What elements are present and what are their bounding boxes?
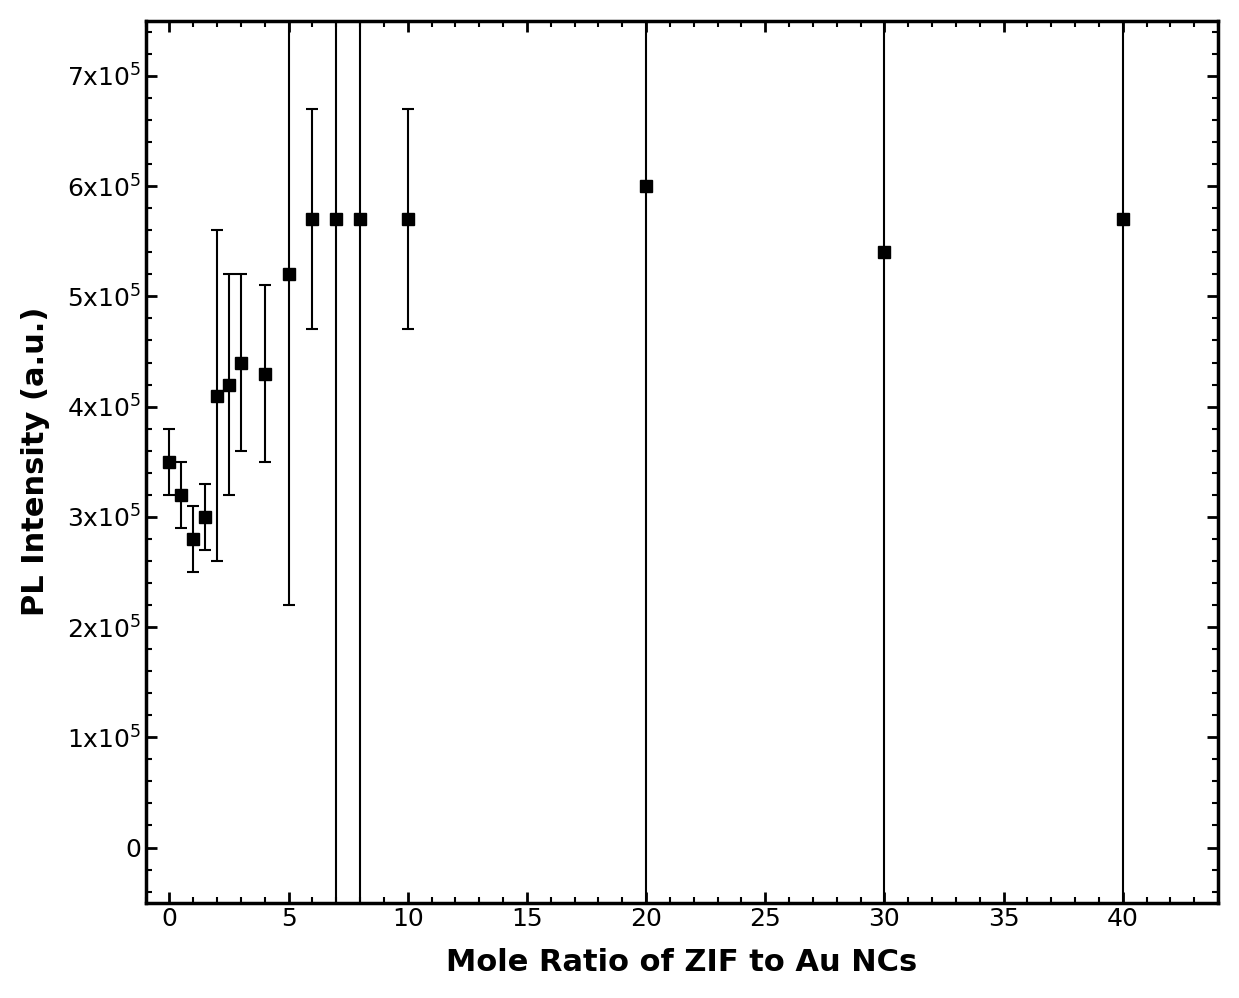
Y-axis label: PL Intensity (a.u.): PL Intensity (a.u.) [21, 307, 50, 617]
X-axis label: Mole Ratio of ZIF to Au NCs: Mole Ratio of ZIF to Au NCs [446, 948, 918, 977]
